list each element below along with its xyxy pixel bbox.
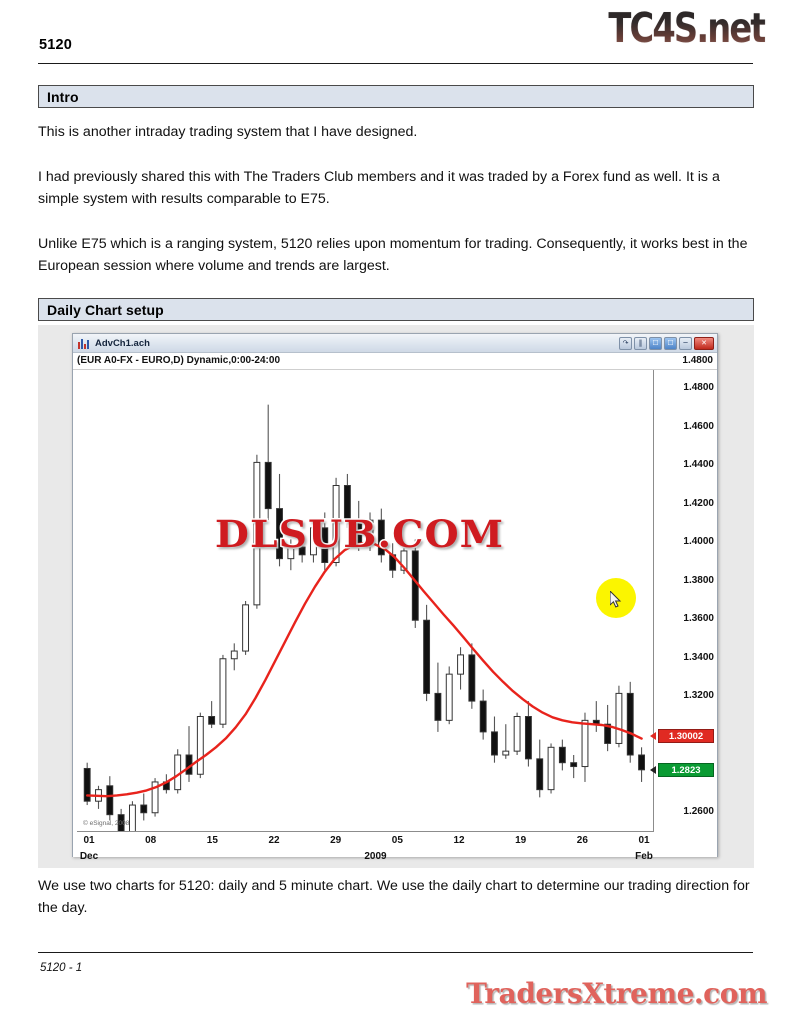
minimize-icon[interactable]: ─ [679, 337, 692, 350]
chart-window-title: AdvCh1.ach [95, 337, 150, 349]
price-tick: 1.3400 [683, 651, 714, 663]
price-tick: 1.4200 [683, 497, 714, 509]
footer-divider [38, 952, 753, 953]
esignal-chart-window: AdvCh1.ach ↷ ‖ ☐ ☐ ─ ✕ (EUR A0-FX - EURO… [72, 333, 718, 862]
date-tick: 15 [206, 835, 218, 846]
price-axis: 1.4800 1.4600 1.4400 1.4200 1.4000 1.3800 1.36… [650, 370, 716, 832]
chart-screenshot-area: AdvCh1.ach ↷ ‖ ☐ ☐ ─ ✕ (EUR A0-FX - EURO… [38, 325, 754, 868]
price-tick: 1.4400 [683, 459, 714, 471]
date-tick: 01 [638, 835, 650, 846]
daily-chart-caption: We use two charts for 5120: daily and 5 … [38, 878, 750, 916]
chart-symbol-row: (EUR A0-FX - EURO,D) Dynamic,0:00-24:00 … [73, 353, 717, 370]
intro-paragraph-2: I had previously shared this with The Tr… [38, 169, 720, 207]
date-group-label: 2009 [364, 851, 387, 862]
page-number: 5120 - 1 [40, 962, 83, 974]
chart-app-icon [78, 338, 90, 349]
copy-icon[interactable]: ☐ [649, 337, 662, 350]
chart-top-price: 1.4800 [682, 355, 713, 366]
ma-price-box: 1.30002 [658, 728, 714, 743]
date-tick: 01 [83, 835, 95, 846]
mouse-cursor-icon [610, 591, 622, 608]
section-bar-intro: Intro [38, 85, 754, 108]
price-tick: 1.3200 [683, 690, 714, 702]
tradersxtreme-logo: TradersXtreme.com [465, 976, 768, 1010]
chart-symbol-label: (EUR A0-FX - EURO,D) Dynamic,0:00-24:00 [77, 355, 281, 366]
dlsub-watermark: DLSUB.COM [213, 511, 505, 558]
date-group-label: Feb [635, 851, 653, 862]
paste-icon[interactable]: ☐ [664, 337, 677, 350]
tc4s-logo: TC4S.net [608, 4, 767, 52]
date-tick: 22 [268, 835, 280, 846]
last-price-box: 1.2823 [658, 762, 714, 777]
document-number: 5120 [39, 37, 73, 53]
price-tick: 1.4600 [683, 420, 714, 432]
price-tick: 1.2600 [683, 805, 714, 817]
price-pointer [650, 765, 656, 774]
close-icon[interactable]: ✕ [694, 337, 714, 350]
date-tick: 29 [330, 835, 342, 846]
section-title-intro: Intro [47, 88, 79, 105]
restore-icon[interactable]: ↷ [619, 337, 632, 350]
split-icon[interactable]: ‖ [634, 337, 647, 350]
window-controls: ↷ ‖ ☐ ☐ ─ ✕ [619, 337, 714, 350]
price-tick: 1.3800 [683, 574, 714, 586]
price-pointer [650, 731, 656, 740]
section-bar-daily-chart: Daily Chart setup [38, 298, 754, 321]
date-tick: 08 [145, 835, 157, 846]
chart-plot-wrap: DLSUB.COM 1.4800 1.4600 1.4400 1.4200 1.4000… [73, 370, 717, 862]
time-axis: © eSignal, 2008 01 08 15 22 29 05 12 19 26 01 Dec 2… [77, 820, 654, 872]
esignal-credit: © eSignal, 2008 [83, 820, 130, 827]
intro-paragraph-3: Unlike E75 which is a ranging system, 51… [38, 236, 748, 274]
date-tick: 05 [391, 835, 403, 846]
price-tick: 1.4800 [683, 382, 714, 394]
date-tick: 12 [453, 835, 465, 846]
candlestick-svg [83, 404, 645, 831]
date-tick: 26 [576, 835, 588, 846]
page-header: 5120 TC4S.net [0, 0, 791, 66]
header-divider [38, 63, 753, 64]
chart-window-titlebar: AdvCh1.ach ↷ ‖ ☐ ☐ ─ ✕ [73, 334, 717, 353]
price-tick: 1.3600 [683, 613, 714, 625]
candlestick-plot: DLSUB.COM [77, 370, 654, 832]
intro-paragraph-1: This is another intraday trading system … [38, 124, 418, 140]
section-title-daily-chart: Daily Chart setup [47, 301, 164, 318]
price-tick: 1.4000 [683, 536, 714, 548]
date-tick: 19 [515, 835, 527, 846]
date-group-label: Dec [79, 851, 99, 862]
